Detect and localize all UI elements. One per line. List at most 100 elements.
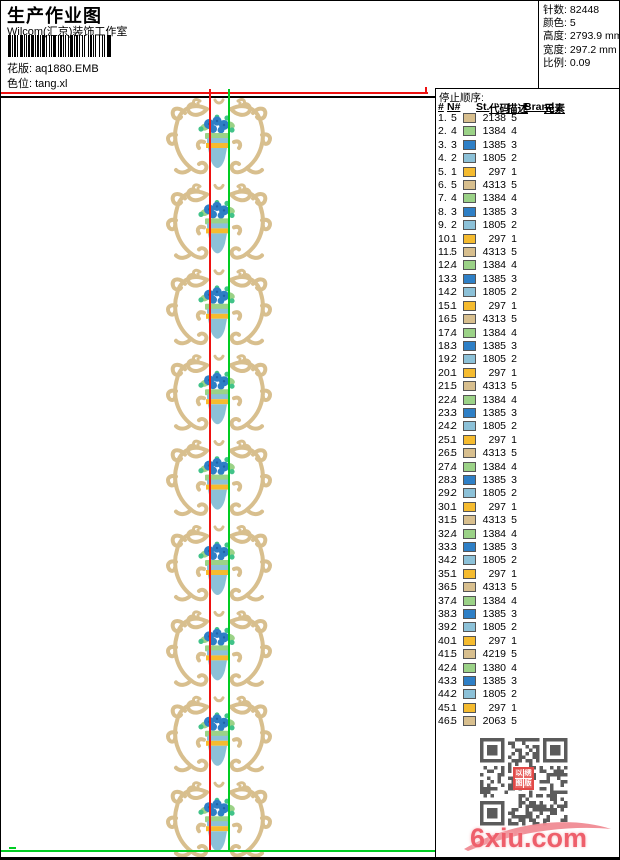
color-swatch xyxy=(463,113,476,123)
stop-rows: 1. 5 2138 5 2. 4 1384 4 3. 3 1385 3 4. 2 1805 2 5. 1 297 1 6… xyxy=(436,112,619,729)
stamp-char: 以 xyxy=(515,769,523,778)
color-swatch xyxy=(463,448,476,459)
stop-row: 10. 1 297 1 xyxy=(438,232,517,245)
qr-stamp: 以 绣 图 版 xyxy=(513,767,534,790)
stop-row: 11. 5 4313 5 xyxy=(438,246,517,259)
stitch-count-row: 针数: 82448 xyxy=(543,4,600,16)
column-header-description: 描述 xyxy=(507,103,528,115)
stop-row: 40. 1 297 1 xyxy=(438,634,517,647)
stop-row: 31. 5 4313 5 xyxy=(438,514,517,527)
color-swatch xyxy=(463,528,476,539)
column-header-stitches: St. xyxy=(476,101,490,113)
color-swatch xyxy=(463,206,476,217)
column-header-element: 元素 xyxy=(544,103,565,115)
color-swatch xyxy=(463,716,476,727)
stop-row: 4. 2 1805 2 xyxy=(438,152,517,165)
width-row: 宽度: 297.2 mm xyxy=(543,43,617,56)
stop-row: 45. 1 297 1 xyxy=(438,701,517,714)
color-swatch xyxy=(463,676,476,687)
color-swatch xyxy=(463,609,476,620)
color-swatch xyxy=(463,474,476,485)
stamp-char: 绣 xyxy=(524,769,532,778)
red-datum-line xyxy=(1,92,428,94)
stop-row: 19. 2 1805 2 xyxy=(438,353,517,366)
color-swatch xyxy=(463,702,476,713)
stop-row: 7. 4 1384 4 xyxy=(438,192,517,205)
stop-row: 20. 1 297 1 xyxy=(438,366,517,379)
color-swatch xyxy=(463,354,476,365)
color-swatch xyxy=(463,314,476,325)
color-swatch xyxy=(463,166,476,177)
table-top-border xyxy=(435,88,619,89)
color-swatch xyxy=(463,635,476,646)
stop-row: 21. 5 4313 5 xyxy=(438,380,517,393)
page-bottom-border xyxy=(1,857,619,859)
stop-row: 23. 3 1385 3 xyxy=(438,406,517,419)
colorway-row: 色位: tang.xl xyxy=(7,75,70,91)
page-title: 生产作业图 xyxy=(7,6,102,26)
design-info-box: 针数: 82448 颜色: 5 高度: 2793.9 mm 宽度: 297.2 mm 比… xyxy=(538,1,620,89)
stop-row: 29. 2 1805 2 xyxy=(438,487,517,500)
column-header-needle: N# xyxy=(447,101,461,113)
stop-row: 8. 3 1385 3 xyxy=(438,205,517,218)
stop-row: 13. 3 1385 3 xyxy=(438,272,517,285)
stop-row: 17. 4 1384 4 xyxy=(438,326,517,339)
color-swatch xyxy=(463,327,476,338)
stop-row: 12. 4 1384 4 xyxy=(438,259,517,272)
pattern-file-value: aq1880.EMB xyxy=(35,63,99,75)
stamp-char: 版 xyxy=(524,779,532,788)
color-swatch xyxy=(463,488,476,499)
barcode xyxy=(8,35,111,57)
color-swatch xyxy=(463,300,476,311)
color-swatch xyxy=(463,153,476,164)
scale-row: 比例: 0.09 xyxy=(543,56,591,69)
stop-row: 33. 3 1385 3 xyxy=(438,541,517,553)
colorway-label: 色位: xyxy=(7,78,33,90)
stop-row: 42. 4 1380 4 xyxy=(438,661,517,674)
color-swatch xyxy=(463,662,476,673)
red-vertical-guide xyxy=(209,89,211,851)
color-swatch xyxy=(463,421,476,432)
color-swatch xyxy=(463,542,476,552)
color-swatch xyxy=(463,233,476,244)
green-vertical-guide xyxy=(228,89,230,851)
design-area-top-border xyxy=(1,96,436,98)
stop-row: 44. 2 1805 2 xyxy=(438,688,517,701)
color-swatch xyxy=(463,273,476,284)
logo-swoosh-icon xyxy=(464,822,611,851)
stop-row: 26. 5 4313 5 xyxy=(438,447,517,460)
color-swatch xyxy=(463,180,476,191)
color-swatch xyxy=(463,367,476,378)
stop-sequence-title: 停止顺序: xyxy=(439,92,484,104)
color-swatch xyxy=(463,689,476,700)
stop-row: 5. 1 297 1 xyxy=(438,165,517,178)
stop-row: 32. 4 1384 4 xyxy=(438,527,517,540)
color-swatch xyxy=(463,260,476,271)
green-datum-end-tick xyxy=(9,847,16,849)
stop-row: 22. 4 1384 4 xyxy=(438,393,517,406)
color-swatch xyxy=(463,407,476,418)
red-datum-end-tick xyxy=(425,87,427,93)
panel-divider xyxy=(435,88,436,859)
stop-row: 3. 3 1385 3 xyxy=(438,138,517,151)
color-swatch xyxy=(463,220,476,231)
stop-row: 30. 1 297 1 xyxy=(438,500,517,513)
pattern-file-row: 花版: aq1880.EMB xyxy=(7,60,102,76)
stop-row: 24. 2 1805 2 xyxy=(438,420,517,433)
stop-row: 36. 5 4313 5 xyxy=(438,581,517,594)
stop-row: 46. 5 2063 5 xyxy=(438,715,517,728)
stop-row: 41. 5 4219 5 xyxy=(438,648,517,661)
pattern-file-label: 花版: xyxy=(7,63,33,75)
stop-row: 28. 3 1385 3 xyxy=(438,473,517,486)
color-swatch xyxy=(463,622,476,633)
color-swatch xyxy=(463,247,476,258)
color-swatch xyxy=(463,287,476,298)
stop-row: 25. 1 297 1 xyxy=(438,433,517,446)
stop-row: 1. 5 2138 5 xyxy=(438,112,517,124)
qr-code: 以 绣 图 版 xyxy=(480,738,568,826)
height-row: 高度: 2793.9 mm xyxy=(543,30,620,43)
green-datum-line xyxy=(1,850,435,852)
stop-row: 14. 2 1805 2 xyxy=(438,286,517,299)
colorway-value: tang.xl xyxy=(35,78,68,90)
